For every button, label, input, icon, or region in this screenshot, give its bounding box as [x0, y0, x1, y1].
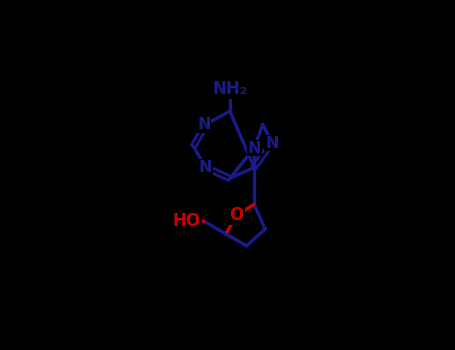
Text: NH₂: NH₂ — [212, 80, 248, 98]
Text: N: N — [199, 160, 212, 175]
Text: N: N — [197, 117, 211, 132]
Text: HO: HO — [173, 211, 201, 230]
Text: N: N — [248, 141, 261, 156]
Text: O: O — [229, 206, 244, 224]
Text: N: N — [265, 135, 278, 150]
